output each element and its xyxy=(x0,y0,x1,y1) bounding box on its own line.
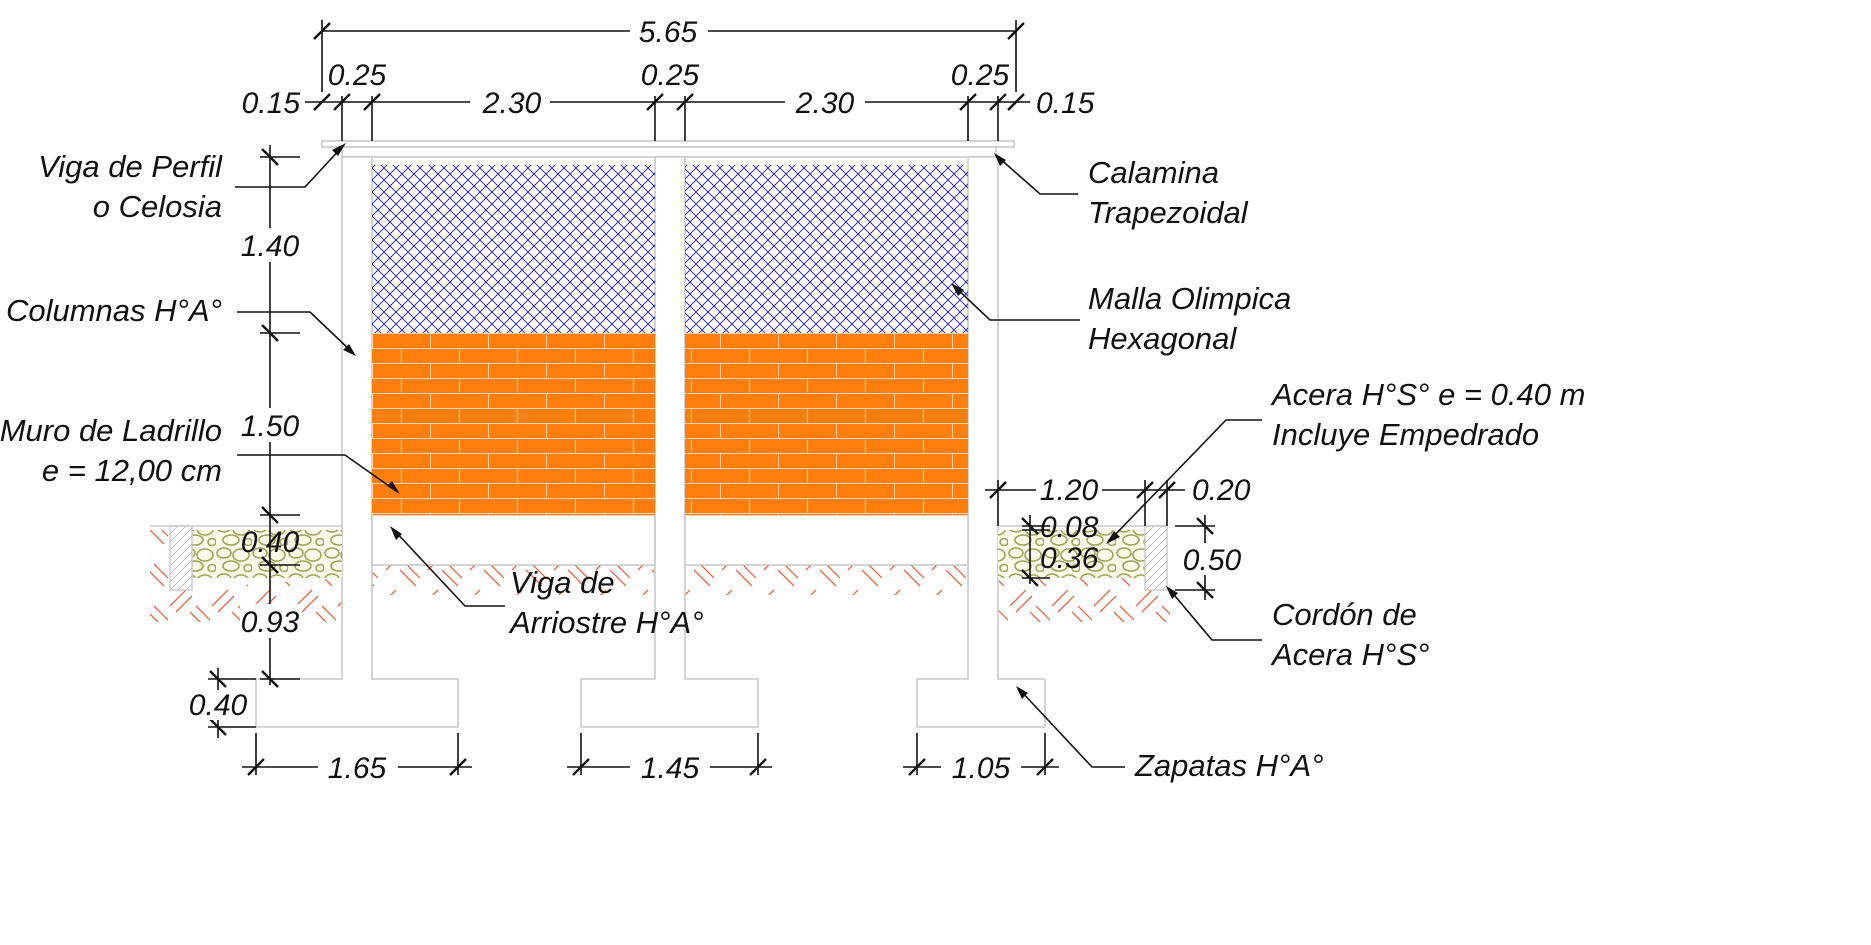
curb-right xyxy=(1144,525,1168,591)
dim-sidewalk-fill-layer: 0.36 xyxy=(1040,542,1099,575)
labels: Viga de Perfil o Celosia Calamina Trapez… xyxy=(0,149,1585,783)
tie-beam-left xyxy=(371,514,656,566)
dim-depth-to-footing: 0.93 xyxy=(241,606,300,639)
footing-right xyxy=(916,156,1046,728)
dim-footing-right-width: 1.05 xyxy=(952,752,1011,785)
bottom-dimensions: 1.65 1.45 1.05 xyxy=(242,733,1059,785)
label-footings: Zapatas H°A° xyxy=(1134,748,1323,783)
label-beam-line2: o Celosia xyxy=(93,189,222,224)
dim-height-tie-beam: 0.40 xyxy=(241,526,300,559)
label-mesh-line1: Malla Olimpica xyxy=(1088,281,1291,316)
roof-beam xyxy=(321,140,1015,148)
brick-wall-left xyxy=(372,333,655,515)
label-tie-beam-line2: Arriostre H°A° xyxy=(508,605,704,640)
label-brick-wall-line2: e = 12,00 cm xyxy=(42,453,222,488)
dim-curb-height: 0.50 xyxy=(1183,544,1242,577)
dim-sidewalk-top-layer: 0.08 xyxy=(1040,511,1099,544)
dim-sidewalk-width: 1.20 xyxy=(1040,474,1099,507)
sidewalk-dimensions: 1.20 0.20 0.08 0.36 0.50 xyxy=(985,474,1251,600)
label-columns: Columnas H°A° xyxy=(6,293,222,328)
label-tie-beam-line1: Viga de xyxy=(510,565,615,600)
tie-beam-right xyxy=(684,514,969,566)
leader-lines xyxy=(235,143,1262,768)
label-roof-sheet-line2: Trapezoidal xyxy=(1088,195,1249,230)
dim-footing-mid-width: 1.45 xyxy=(641,752,700,785)
soil-hatch xyxy=(150,530,1170,622)
mesh-panel-right xyxy=(685,165,968,333)
dim-span-right: 2.30 xyxy=(795,87,855,120)
dim-height-wall: 1.50 xyxy=(241,410,300,443)
sidewalk-left-gravel xyxy=(192,530,342,578)
mesh-panel-left xyxy=(372,165,655,333)
dim-curb-width: 0.20 xyxy=(1192,474,1251,507)
left-vertical-dimensions: 1.40 1.50 0.40 0.93 0.40 xyxy=(188,145,300,738)
dim-footing-thickness: 0.40 xyxy=(189,689,248,722)
dim-edge-right: 0.15 xyxy=(1036,87,1095,120)
dim-overall-width: 5.65 xyxy=(639,16,698,49)
curb-left xyxy=(169,525,193,591)
label-mesh-line2: Hexagonal xyxy=(1088,321,1237,356)
label-roof-sheet-line1: Calamina xyxy=(1088,155,1219,190)
dim-span-left: 2.30 xyxy=(482,87,542,120)
brick-wall-right xyxy=(685,333,968,515)
dim-footing-left-width: 1.65 xyxy=(328,752,387,785)
dim-column-right: 0.25 xyxy=(951,59,1010,92)
label-curb-line2: Acera H°S° xyxy=(1270,637,1429,672)
top-dimensions: 5.65 0.15 0.25 2.30 0.25 2.30 0.25 0.15 xyxy=(242,14,1095,141)
label-beam-line1: Viga de Perfil xyxy=(38,149,223,184)
dim-height-upper: 1.40 xyxy=(241,230,300,263)
label-brick-wall-line1: Muro de Ladrillo xyxy=(0,413,222,448)
roof-beam-lower xyxy=(341,146,997,158)
dim-column-left: 0.25 xyxy=(328,59,387,92)
dim-column-mid: 0.25 xyxy=(641,59,700,92)
label-curb-line1: Cordón de xyxy=(1272,597,1417,632)
structure xyxy=(255,140,1046,728)
label-sidewalk-line1: Acera H°S° e = 0.40 m xyxy=(1270,377,1585,412)
label-sidewalk-line2: Incluye Empedrado xyxy=(1272,417,1539,452)
dim-edge-left: 0.15 xyxy=(242,87,301,120)
